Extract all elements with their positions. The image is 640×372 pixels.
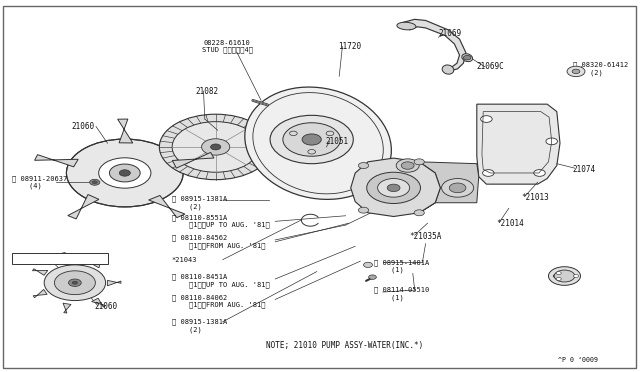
- Ellipse shape: [462, 54, 472, 62]
- Circle shape: [174, 165, 183, 170]
- Circle shape: [449, 183, 466, 193]
- Circle shape: [534, 170, 545, 176]
- Polygon shape: [108, 280, 121, 286]
- FancyBboxPatch shape: [12, 253, 108, 264]
- Circle shape: [44, 265, 106, 301]
- Circle shape: [556, 272, 561, 275]
- Text: Ⓧ 08915-1381A
    (2): Ⓧ 08915-1381A (2): [172, 196, 227, 210]
- Ellipse shape: [553, 273, 576, 279]
- Circle shape: [414, 159, 424, 165]
- Ellipse shape: [397, 22, 416, 30]
- Circle shape: [92, 181, 97, 184]
- Text: Ⓢ 08320-61412
    (2): Ⓢ 08320-61412 (2): [573, 62, 628, 76]
- Polygon shape: [403, 19, 466, 71]
- Text: 21051: 21051: [325, 137, 348, 146]
- Circle shape: [302, 134, 321, 145]
- Text: POWER STEERING: POWER STEERING: [14, 254, 79, 263]
- Circle shape: [548, 267, 580, 285]
- Circle shape: [481, 116, 492, 122]
- Polygon shape: [477, 104, 560, 184]
- Ellipse shape: [244, 87, 392, 199]
- Ellipse shape: [442, 65, 454, 74]
- Circle shape: [396, 159, 419, 172]
- Circle shape: [67, 139, 183, 207]
- Circle shape: [442, 179, 474, 197]
- Text: ^P 0 ‘0009: ^P 0 ‘0009: [558, 357, 598, 363]
- Circle shape: [211, 144, 221, 150]
- Polygon shape: [68, 195, 99, 219]
- Circle shape: [387, 184, 400, 192]
- Circle shape: [567, 66, 585, 77]
- Text: Ⓧ 08915-1381A
    (2): Ⓧ 08915-1381A (2): [172, 318, 227, 333]
- Polygon shape: [93, 258, 104, 268]
- Text: 21069: 21069: [438, 29, 461, 38]
- Circle shape: [270, 115, 353, 164]
- Text: 21200: 21200: [549, 271, 572, 280]
- Polygon shape: [92, 298, 106, 307]
- Circle shape: [378, 179, 410, 197]
- Circle shape: [364, 262, 372, 267]
- Circle shape: [283, 123, 340, 156]
- Polygon shape: [33, 269, 48, 275]
- Circle shape: [72, 281, 77, 284]
- Text: ⓝ 08911-20637
    (4): ⓝ 08911-20637 (4): [12, 175, 67, 189]
- Circle shape: [483, 170, 494, 176]
- Circle shape: [119, 170, 131, 176]
- Text: 21082: 21082: [195, 87, 218, 96]
- Text: Ⓑ 08110-84062
    （1）（FROM AUG. '81）: Ⓑ 08110-84062 （1）（FROM AUG. '81）: [172, 294, 265, 308]
- Circle shape: [573, 275, 579, 278]
- Circle shape: [369, 275, 376, 279]
- Polygon shape: [148, 195, 185, 218]
- Text: Ⓑ 08114-05510
    (1): Ⓑ 08114-05510 (1): [374, 287, 429, 301]
- Text: Ⓑ 08110-84562
    （1）（FROM AUG. '81）: Ⓑ 08110-84562 （1）（FROM AUG. '81）: [172, 235, 265, 249]
- Polygon shape: [118, 119, 133, 143]
- Circle shape: [54, 271, 95, 295]
- Polygon shape: [419, 162, 479, 213]
- Polygon shape: [33, 289, 47, 298]
- Text: 11720: 11720: [338, 42, 361, 51]
- Circle shape: [109, 164, 140, 182]
- Circle shape: [546, 138, 557, 145]
- Circle shape: [367, 172, 420, 203]
- Text: *21043: *21043: [172, 257, 197, 263]
- Text: 21074: 21074: [573, 165, 596, 174]
- Circle shape: [99, 158, 151, 188]
- Circle shape: [401, 162, 414, 169]
- Text: 21069C: 21069C: [477, 62, 504, 71]
- Circle shape: [358, 163, 369, 169]
- Polygon shape: [172, 153, 214, 168]
- Circle shape: [172, 122, 259, 172]
- Polygon shape: [62, 253, 72, 262]
- Text: *21035A: *21035A: [410, 232, 442, 241]
- Text: Ⓧ 08915-1401A
    (1): Ⓧ 08915-1401A (1): [374, 259, 429, 273]
- Circle shape: [554, 270, 575, 282]
- Text: Ⓑ 08110-8551A
    （1）（UP TO AUG. '81）: Ⓑ 08110-8551A （1）（UP TO AUG. '81）: [172, 214, 269, 228]
- Circle shape: [572, 69, 580, 74]
- Circle shape: [202, 139, 230, 155]
- Circle shape: [159, 114, 272, 180]
- Ellipse shape: [253, 93, 383, 194]
- Circle shape: [358, 207, 369, 213]
- Circle shape: [414, 210, 424, 216]
- Circle shape: [556, 278, 561, 280]
- Circle shape: [90, 179, 100, 185]
- Polygon shape: [35, 155, 78, 167]
- Text: Ⓑ 08110-8451A
    （1）（UP TO AUG. '81）: Ⓑ 08110-8451A （1）（UP TO AUG. '81）: [172, 274, 269, 288]
- Text: 21060: 21060: [95, 302, 118, 311]
- Text: 21060: 21060: [72, 122, 95, 131]
- Text: *21014: *21014: [496, 219, 524, 228]
- Circle shape: [463, 55, 471, 60]
- Polygon shape: [63, 303, 71, 313]
- Circle shape: [68, 279, 81, 286]
- Polygon shape: [351, 158, 440, 217]
- Text: NOTE; 21010 PUMP ASSY-WATER(INC.*): NOTE; 21010 PUMP ASSY-WATER(INC.*): [266, 341, 423, 350]
- Text: *21013: *21013: [522, 193, 549, 202]
- Text: 08228-61610
STUD スタッド（4）: 08228-61610 STUD スタッド（4）: [202, 40, 253, 53]
